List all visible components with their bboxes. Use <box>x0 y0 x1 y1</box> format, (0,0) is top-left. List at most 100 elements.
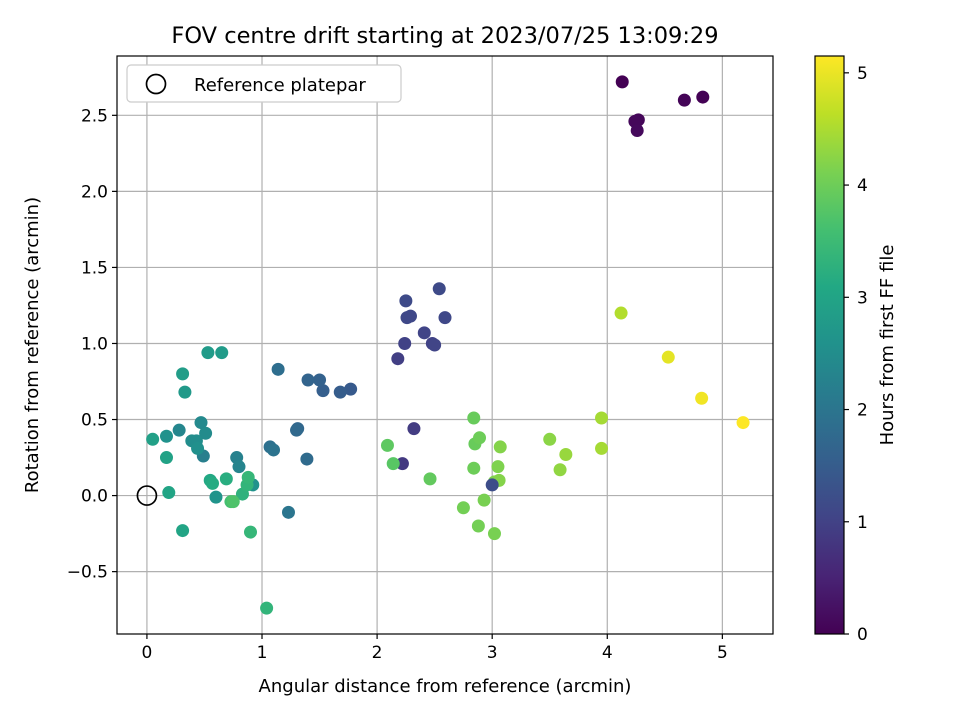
data-point <box>271 362 285 376</box>
y-axis-label: Rotation from reference (arcmin) <box>22 197 43 493</box>
data-point <box>380 438 394 452</box>
data-point <box>316 384 330 398</box>
y-tick-label: 0.5 <box>81 411 108 431</box>
data-point <box>398 336 412 350</box>
data-point <box>219 472 233 486</box>
data-point <box>194 416 208 430</box>
grid-lines <box>117 56 773 634</box>
colorbar-tick-label: 4 <box>857 176 868 196</box>
x-axis-label: Angular distance from reference (arcmin) <box>259 676 632 697</box>
data-point <box>201 346 215 360</box>
data-point <box>206 476 220 490</box>
colorbar-ticks: 0 1 2 3 4 5 <box>844 64 868 645</box>
data-point <box>473 431 487 445</box>
data-point <box>615 75 629 89</box>
legend-box <box>126 64 402 103</box>
colorbar-tick-label: 3 <box>857 288 868 308</box>
data-point <box>456 501 470 515</box>
data-point <box>696 90 710 104</box>
data-point <box>209 490 223 504</box>
data-point <box>543 432 557 446</box>
data-point <box>467 411 481 425</box>
colorbar-label: Hours from first FF file <box>877 245 898 446</box>
data-point <box>281 505 295 519</box>
x-tick-label: 2 <box>372 643 383 663</box>
data-point <box>313 373 327 387</box>
data-point <box>244 525 258 539</box>
x-tick-label: 5 <box>717 643 728 663</box>
colorbar <box>814 55 845 635</box>
colorbar-tick-label: 5 <box>857 64 868 84</box>
data-point <box>215 346 229 360</box>
data-point <box>391 352 405 366</box>
x-tick-label: 4 <box>602 643 613 663</box>
data-points <box>146 75 750 615</box>
data-point <box>176 524 190 538</box>
data-point <box>471 519 485 533</box>
chart-title: FOV centre drift starting at 2023/07/25 … <box>171 23 718 49</box>
data-point <box>432 282 446 296</box>
plot-frame <box>116 55 774 635</box>
data-point <box>614 306 628 320</box>
data-point <box>159 429 173 443</box>
legend-label: Reference platepar <box>194 75 366 96</box>
y-tick-label: 1.0 <box>81 334 108 354</box>
data-point <box>399 294 413 308</box>
data-point <box>467 461 481 475</box>
data-point <box>428 338 442 352</box>
y-tick-label: 0.0 <box>81 487 108 507</box>
data-point <box>403 309 417 323</box>
data-point <box>191 441 205 455</box>
y-tick-label: 2.5 <box>81 106 108 126</box>
data-point <box>178 385 192 399</box>
data-point <box>162 486 176 500</box>
data-point <box>395 457 409 471</box>
legend-marker <box>145 73 167 95</box>
data-point <box>736 416 750 430</box>
data-point <box>438 311 452 325</box>
data-point <box>199 426 213 440</box>
data-point <box>386 457 400 471</box>
data-point <box>176 367 190 381</box>
data-point <box>491 460 505 474</box>
reference-point-marker <box>136 485 158 506</box>
y-tick-label: 2.0 <box>81 182 108 202</box>
data-point <box>559 448 573 462</box>
data-point <box>146 432 160 446</box>
data-point <box>301 373 315 387</box>
data-point <box>595 441 609 455</box>
data-point <box>333 385 347 399</box>
x-tick-label: 1 <box>257 643 268 663</box>
colorbar-tick-label: 0 <box>857 625 868 645</box>
data-point <box>159 451 173 465</box>
data-point <box>595 411 609 425</box>
x-axis-ticks: 0 1 2 3 4 5 <box>142 634 728 663</box>
data-point <box>695 391 709 405</box>
data-point <box>477 493 491 507</box>
data-point <box>417 326 431 340</box>
legend: Reference platepar <box>126 64 402 103</box>
x-tick-label: 3 <box>487 643 498 663</box>
data-point <box>260 601 274 615</box>
data-point <box>493 440 507 454</box>
colorbar-tick-label: 2 <box>857 401 868 421</box>
data-point <box>290 423 304 437</box>
y-axis-ticks: −0.5 0.0 0.5 1.0 1.5 2.0 2.5 <box>67 106 117 583</box>
colorbar-tick-label: 1 <box>857 513 868 533</box>
data-point <box>232 460 246 474</box>
data-point <box>677 93 691 107</box>
data-point <box>172 423 186 437</box>
data-point <box>630 124 644 138</box>
x-tick-label: 0 <box>142 643 153 663</box>
data-point <box>267 443 281 457</box>
data-point <box>485 478 499 492</box>
data-point <box>553 463 567 477</box>
data-point <box>241 470 255 484</box>
y-tick-label: 1.5 <box>81 258 108 278</box>
data-point <box>487 527 501 541</box>
data-point <box>226 495 240 509</box>
data-point <box>423 472 437 486</box>
data-point <box>344 382 358 396</box>
data-point <box>300 452 314 466</box>
